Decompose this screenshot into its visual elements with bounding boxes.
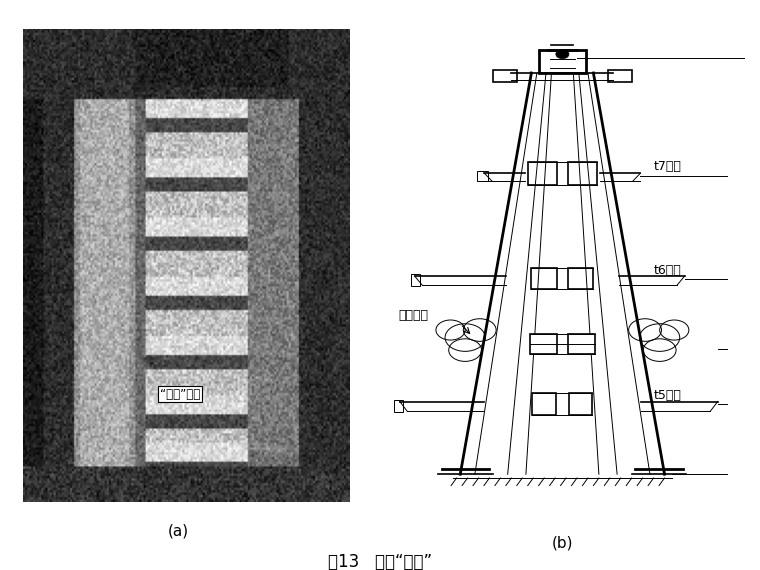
- Bar: [568, 268, 594, 289]
- Bar: [477, 171, 488, 181]
- Text: t7节柱: t7节柱: [654, 160, 682, 173]
- Text: “活节”预留: “活节”预留: [160, 388, 200, 401]
- Bar: [527, 162, 557, 185]
- Text: 图13   预留“活节”: 图13 预留“活节”: [328, 553, 432, 570]
- Bar: [394, 400, 404, 412]
- Text: (b): (b): [552, 535, 573, 550]
- Bar: [533, 393, 556, 414]
- Bar: [568, 162, 597, 185]
- Bar: [411, 274, 420, 286]
- Bar: [493, 71, 517, 82]
- Circle shape: [556, 50, 569, 59]
- Bar: [531, 268, 557, 289]
- Bar: [568, 393, 592, 414]
- FancyBboxPatch shape: [539, 50, 586, 73]
- Text: (a): (a): [168, 524, 189, 539]
- Text: t5节柱: t5节柱: [654, 389, 682, 402]
- Text: t6节柱: t6节柱: [654, 263, 682, 276]
- Bar: [568, 334, 595, 354]
- Bar: [530, 334, 557, 354]
- Text: 预留活节: 预留活节: [398, 309, 428, 321]
- Bar: [608, 71, 632, 82]
